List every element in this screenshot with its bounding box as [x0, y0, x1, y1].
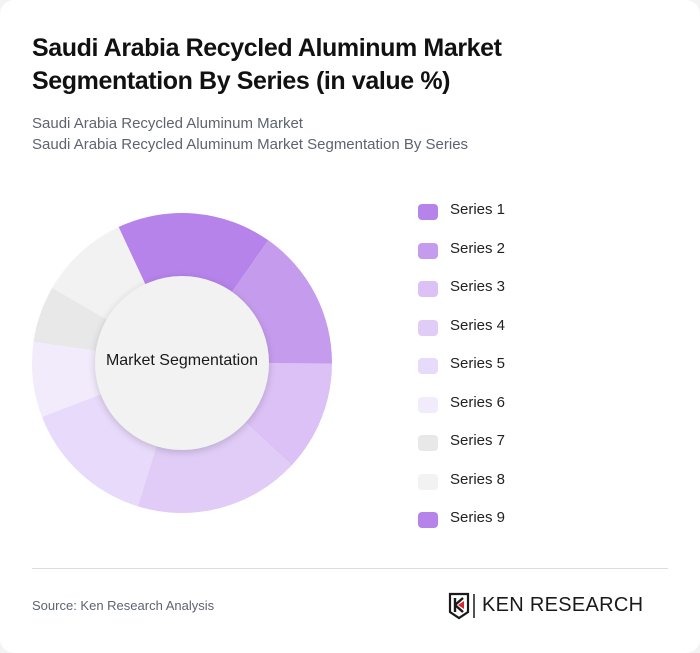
legend-label: Series 2	[450, 239, 506, 257]
legend-item-series-8[interactable]: Series 8	[418, 470, 618, 490]
legend-item-series-5[interactable]: Series 5	[418, 354, 618, 374]
legend-label: Series 6	[450, 393, 506, 411]
subtitle-line-1: Saudi Arabia Recycled Aluminum Market	[32, 115, 303, 132]
legend-item-series-1[interactable]: Series 1	[418, 200, 618, 220]
legend-label: Series 3	[450, 278, 506, 295]
donut-center-label: Market Segmentation	[105, 352, 259, 369]
legend-swatch	[418, 204, 438, 220]
donut-hole	[95, 276, 269, 450]
legend-label: Series 4	[450, 316, 506, 334]
source-note: Source: Ken Research Analysis	[32, 598, 215, 613]
legend-label: Series 9	[450, 509, 506, 526]
donut-slice-series-1[interactable]	[118, 213, 269, 298]
donut-chart	[32, 213, 332, 513]
legend-item-series-3[interactable]: Series 3	[418, 277, 618, 297]
chart-subtitle: Saudi Arabia Recycled Aluminum Market Sa…	[32, 113, 468, 155]
legend-swatch	[418, 281, 438, 297]
chart-title: Saudi Arabia Recycled Aluminum Market Se…	[32, 34, 502, 95]
donut-slice-series-6[interactable]	[32, 341, 108, 417]
footer-divider	[32, 568, 668, 569]
legend-swatch	[418, 319, 438, 336]
donut-slice-series-5[interactable]	[42, 391, 159, 507]
legend-swatch	[418, 242, 438, 259]
donut-slice-series-4[interactable]	[137, 417, 292, 513]
legend-item-series-4[interactable]: Series 4	[418, 316, 618, 336]
donut-slices	[32, 213, 332, 513]
legend-label: Series 7	[450, 432, 506, 449]
ken-research-logo: KEN RESEARCH	[448, 592, 670, 620]
legend-item-series-2[interactable]: Series 2	[418, 239, 618, 259]
legend-swatch	[418, 358, 438, 374]
legend-item-series-7[interactable]: Series 7	[418, 431, 618, 451]
legend-label: Series 5	[450, 355, 506, 372]
legend-label: Series 8	[450, 470, 506, 488]
legend-swatch	[418, 512, 438, 528]
ken-research-logo-icon	[448, 592, 475, 620]
legend-label: Series 1	[450, 201, 506, 218]
subtitle-line-2: Saudi Arabia Recycled Aluminum Market Se…	[32, 136, 469, 153]
legend-item-series-9[interactable]: Series 9	[418, 508, 618, 528]
legend-swatch	[418, 435, 438, 451]
legend-swatch	[418, 473, 438, 490]
legend-swatch	[418, 396, 438, 413]
logo-text: KEN RESEARCH	[482, 594, 644, 616]
legend-item-series-6[interactable]: Series 6	[418, 393, 618, 413]
donut-slice-series-2[interactable]	[228, 240, 332, 364]
donut-slice-series-7[interactable]	[33, 287, 113, 352]
